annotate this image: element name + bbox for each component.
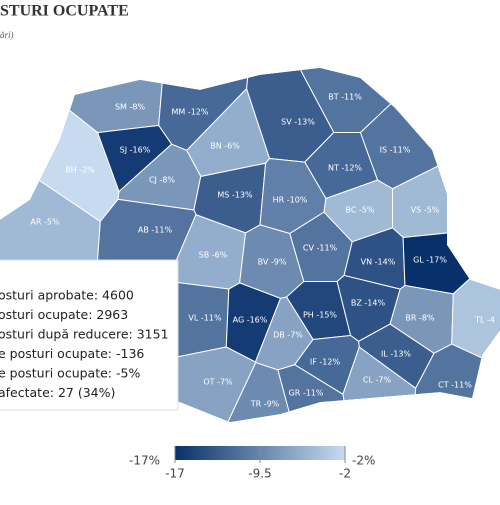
county-label: CT -11%	[438, 381, 472, 390]
county	[0, 40, 166, 133]
tooltip-line: e posturi ocupate: -5%	[0, 366, 140, 381]
tooltip-line: afectate: 27 (34%)	[0, 385, 115, 400]
county-label: MM -12%	[171, 108, 208, 117]
title: STURI OCUPATE	[0, 3, 129, 20]
county-label: TR -9%	[250, 400, 280, 409]
county-label: CL -7%	[363, 376, 392, 385]
county-label: BZ -14%	[351, 299, 386, 308]
county-label: DB -7%	[273, 331, 303, 340]
county-label: IL -13%	[381, 350, 411, 359]
county-label: SB -6%	[199, 251, 228, 260]
county-label: PH -15%	[303, 311, 337, 320]
county-label: SM -8%	[115, 103, 146, 112]
county-label: AB -11%	[138, 226, 173, 235]
legend-tick-label: -2	[339, 467, 351, 481]
county-label: CV -11%	[303, 244, 338, 253]
county-label: MS -13%	[217, 191, 253, 200]
county-label: CJ -8%	[149, 176, 175, 185]
legend-tick-label: -17	[165, 467, 185, 481]
county-label: BT -11%	[328, 93, 362, 102]
county-label: BV -9%	[258, 258, 287, 267]
county-label: IS -11%	[380, 146, 411, 155]
county-label: AR -5%	[30, 218, 60, 227]
legend-min: -17%	[129, 454, 160, 468]
county-label: TL -4	[474, 316, 495, 325]
county-label: BR -8%	[405, 314, 435, 323]
county-label: SJ -16%	[120, 146, 151, 155]
tooltip-line: osturi după reducere: 3151	[0, 327, 169, 342]
county-label: HR -10%	[273, 196, 308, 205]
county-label: VL -11%	[188, 314, 222, 323]
tooltip-line: osturi aprobate: 4600	[0, 288, 134, 303]
tooltip-line: osturi ocupate: 2963	[0, 307, 128, 322]
county-label: GL -17%	[413, 256, 447, 265]
legend-tick-label: -9.5	[248, 467, 271, 481]
county-label: BH -2%	[65, 166, 95, 175]
county-label: NT -12%	[328, 164, 362, 173]
county-label: SV -13%	[281, 118, 315, 127]
county-label: AG -16%	[233, 316, 268, 325]
subtitle: ări)	[0, 30, 14, 40]
county-label: BC -5%	[345, 206, 374, 215]
county-label: VN -14%	[361, 258, 396, 267]
county-label: IF -12%	[310, 358, 341, 367]
county-label: OT -7%	[203, 378, 233, 387]
county-label: GR -11%	[289, 389, 324, 398]
legend-max: -2%	[352, 454, 375, 468]
county-label: VS -5%	[411, 206, 440, 215]
county-label: BN -6%	[210, 142, 240, 151]
county	[360, 40, 500, 189]
tooltip-line: e posturi ocupate: -136	[0, 346, 144, 361]
